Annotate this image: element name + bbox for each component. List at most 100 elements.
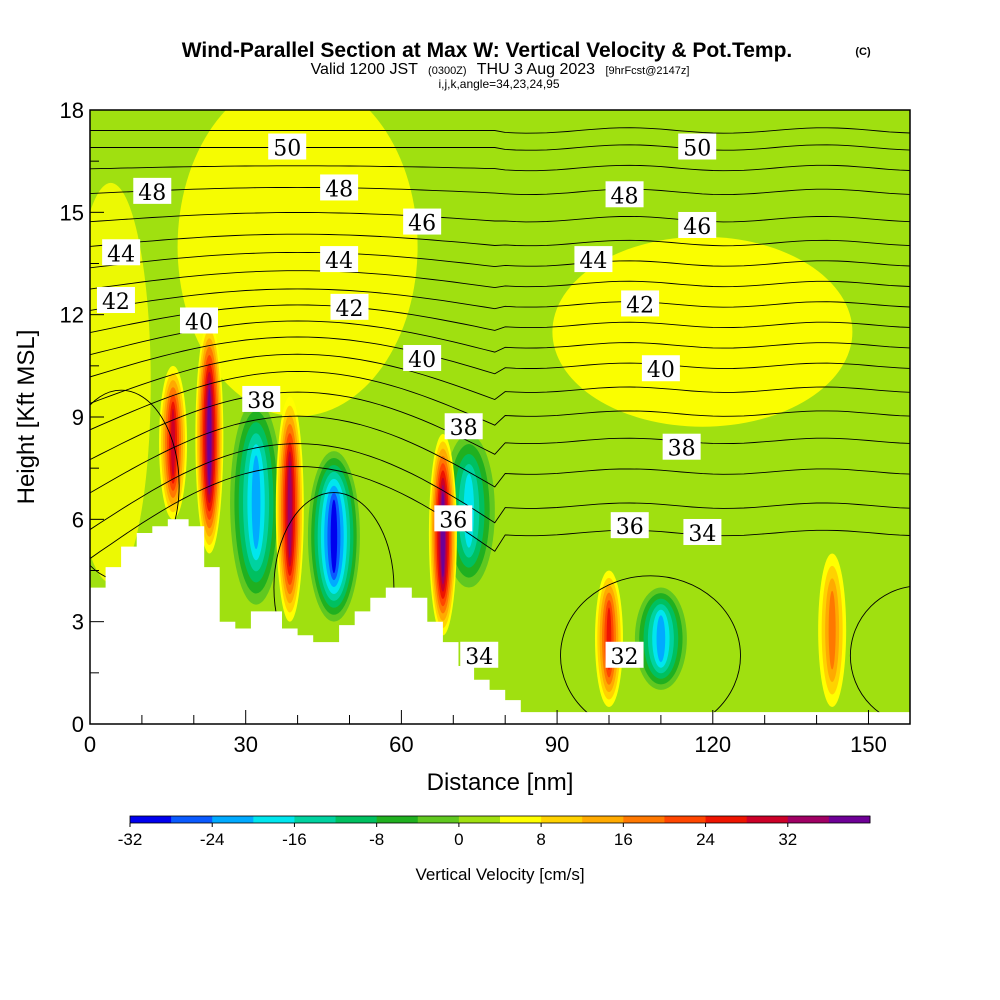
theta-contour-label: 36: [434, 505, 473, 533]
colorbar-title: Vertical Velocity [cm/s]: [415, 865, 584, 884]
theta-label-text: 38: [450, 416, 478, 441]
chart-subtitle: Valid 1200 JST (0300Z) THU 3 Aug 2023 [9…: [311, 61, 690, 78]
theta-label-text: 36: [616, 515, 644, 540]
x-axis: 0 30 60 90 120 150: [84, 710, 887, 757]
theta-label-text: 48: [138, 181, 166, 206]
theta-contour-line: [90, 353, 910, 404]
downdraft-core-shell: [251, 455, 261, 550]
theta-label-text: 40: [408, 348, 436, 373]
theta-contour-line: [90, 164, 910, 172]
weak-ascent-region: [552, 236, 853, 427]
colorbar-frame: [129, 815, 871, 824]
theta-label-text: 38: [247, 389, 275, 414]
theta-label-text: 40: [185, 310, 213, 335]
theta-label-box: [403, 208, 442, 235]
colorbar-swatch: [417, 816, 460, 823]
theta-contour-label: 38: [662, 433, 701, 462]
theta-contour-label: 48: [133, 177, 172, 206]
theta-contour-label: 34: [460, 641, 499, 670]
x-tick-label: 90: [545, 732, 569, 757]
subtitle-zulu: (0300Z): [428, 65, 467, 77]
theta-label-box: [403, 345, 442, 372]
theta-label-text: 32: [611, 645, 639, 670]
theta-contour-line: [90, 443, 910, 530]
theta-label-text: 42: [626, 293, 654, 318]
x-tick-label: 60: [389, 732, 413, 757]
chart-title: Wind-Parallel Section at Max W: Vertical…: [182, 39, 793, 62]
theta-label-text: 38: [668, 437, 696, 462]
theta-contour-label: 40: [179, 307, 218, 335]
theta-label-box: [641, 355, 680, 382]
updraft-core-shell: [207, 388, 212, 487]
downdraft-core-shell: [330, 499, 338, 574]
theta-label-box: [610, 512, 649, 539]
y-tick-label: 15: [60, 200, 84, 225]
colorbar-swatch: [253, 816, 295, 823]
updraft-core-shell: [287, 460, 292, 558]
theta-contour-label: 42: [621, 290, 660, 318]
colorbar-swatch: [130, 816, 172, 823]
colorbar-swatch: [705, 816, 748, 823]
colorbar-tick-label: -24: [200, 830, 225, 849]
colorbar-swatch: [623, 816, 665, 823]
theta-label-text: 36: [439, 508, 467, 533]
theta-contour-label: 46: [678, 211, 717, 240]
theta-label-box: [605, 641, 644, 668]
theta-contour-line: [90, 233, 910, 247]
theta-label-box: [242, 385, 281, 412]
theta-label-box: [133, 177, 172, 204]
colorbar-tick-label: -32: [118, 830, 143, 849]
theta-label-box: [102, 239, 141, 266]
x-tick-label: 120: [694, 732, 731, 757]
theta-label-text: 42: [102, 290, 130, 315]
theta-contour-line: [90, 391, 910, 461]
colorbar-tick-label: 32: [778, 830, 797, 849]
theta-contour-label: 44: [320, 246, 359, 274]
theta-contour-line: [90, 466, 910, 559]
x-axis-label: Distance [nm]: [427, 769, 574, 796]
theta-label-text: 34: [465, 645, 493, 670]
theta-contour-label: 38: [444, 413, 483, 441]
theta-contour-label: 36: [610, 512, 649, 540]
theta-contour-line: [90, 304, 910, 334]
colorbar-swatch: [294, 816, 337, 823]
colorbar-tick-label: 24: [696, 830, 715, 849]
theta-label-text: 42: [335, 297, 363, 322]
subtitle-date: THU 3 Aug 2023: [477, 61, 595, 78]
theta-label-text: 40: [647, 358, 675, 383]
theta-contour-label: 50: [678, 133, 717, 162]
theta-contour-line: [90, 186, 910, 196]
theta-label-box: [268, 133, 307, 160]
colorbar-swatch: [376, 816, 419, 823]
theta-label-text: 48: [325, 177, 353, 202]
y-axis: 0 3 6 9 12 15 18: [60, 98, 104, 737]
theta-contour-line: [90, 144, 910, 151]
theta-label-text: 46: [683, 215, 711, 240]
theta-label-box: [320, 174, 359, 201]
updraft-core-shell: [828, 590, 836, 670]
x-tick-label: 0: [84, 732, 96, 757]
x-tick-label: 150: [850, 732, 887, 757]
theta-contour-line: [90, 127, 910, 134]
theta-label-box: [320, 246, 359, 273]
theta-contour-line: [90, 270, 910, 290]
y-tick-label: 18: [60, 98, 84, 123]
theta-label-box: [621, 290, 660, 317]
theta-label-box: [683, 518, 722, 545]
theta-label-box: [434, 505, 473, 532]
y-axis-label: Height [Kft MSL]: [13, 330, 40, 505]
chart-indices: i,j,k,angle=34,23,24,95: [438, 77, 559, 91]
theta-label-box: [678, 211, 717, 238]
colorbar-tick-label: -16: [282, 830, 307, 849]
theta-label-box: [574, 246, 613, 273]
colorbar-tick-label: 8: [536, 830, 545, 849]
colorbar-swatch: [582, 816, 624, 823]
theta-label-text: 44: [579, 249, 607, 274]
theta-contour-line: [90, 251, 910, 269]
y-tick-label: 9: [72, 405, 84, 430]
theta-contour-label: 40: [641, 355, 680, 383]
theta-contour-label: 44: [574, 246, 613, 274]
theta-contour-line: [849, 586, 910, 724]
theta-label-text: 50: [683, 137, 711, 162]
